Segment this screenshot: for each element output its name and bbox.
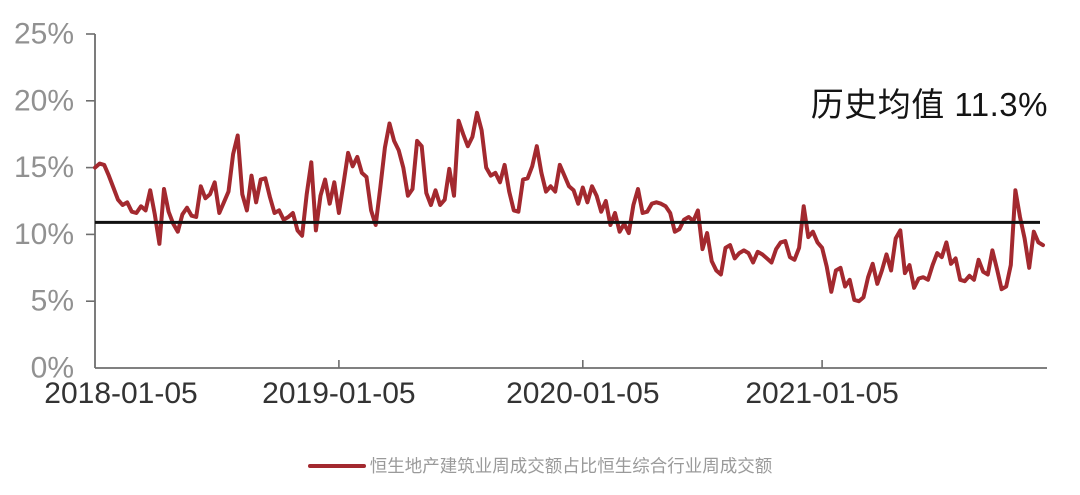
y-tick-label: 10% [14,218,74,251]
y-tick-label: 20% [14,84,74,117]
x-tick-label: 2021-01-05 [745,377,898,410]
legend: 恒生地产建筑业周成交额占比恒生综合行业周成交额 [0,453,1080,478]
mean-value-annotation: 历史均值 11.3% [810,86,1048,123]
y-tick-label: 15% [14,151,74,184]
y-tick-label: 5% [31,285,74,318]
x-tick-label: 2018-01-05 [44,377,197,410]
series-line-turnover-ratio [93,110,1045,304]
y-tick-label: 25% [14,18,74,51]
legend-line-swatch [307,463,366,468]
y-tick-label: 0% [31,352,74,385]
x-tick-label: 2020-01-05 [506,377,659,410]
line-chart: 0% 5% 10% 15% 20% 25% 2018-01-05 2019-01-05 2020… [14,18,1047,410]
legend-label: 恒生地产建筑业周成交额占比恒生综合行业周成交额 [369,456,773,476]
x-tick-label: 2019-01-05 [262,377,415,410]
legend-item-turnover-ratio[interactable]: 恒生地产建筑业周成交额占比恒生综合行业周成交额 [307,453,773,478]
